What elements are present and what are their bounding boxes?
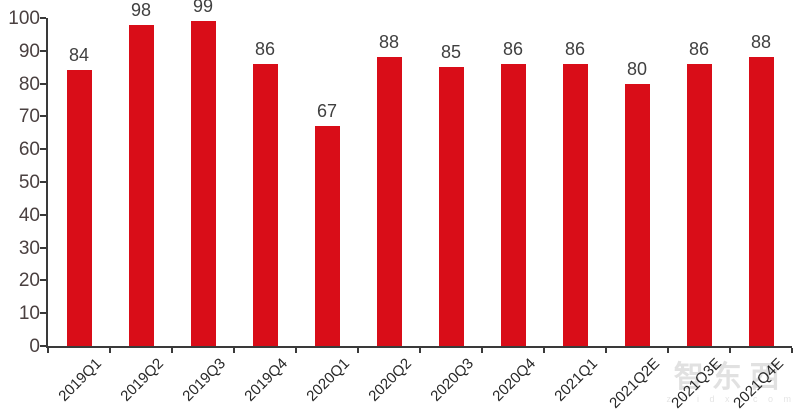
y-axis-tick (40, 213, 46, 216)
y-axis-tick (40, 312, 46, 315)
bar (190, 21, 216, 346)
bar-value-label: 98 (130, 0, 152, 20)
x-axis-tick (47, 348, 49, 353)
y-axis-tick (40, 246, 46, 249)
x-axis-tick-label: 2020Q4 (489, 355, 540, 405)
bar (500, 63, 526, 346)
x-axis-tick (791, 348, 793, 353)
y-axis-tick-label: 60 (18, 139, 40, 161)
bar (624, 83, 650, 346)
bar-value-label: 86 (502, 38, 524, 59)
y-axis-tick-label: 30 (18, 237, 40, 259)
x-axis-tick (233, 348, 235, 353)
y-axis-tick-label: 50 (18, 172, 40, 193)
bar-value-label: 88 (378, 32, 400, 53)
bar (376, 57, 402, 346)
bar (128, 24, 154, 346)
watermark-logo: 智东西 (673, 361, 788, 394)
watermark: 智东西 z h i d x . c o m (666, 363, 795, 405)
y-axis-tick (40, 181, 46, 183)
x-axis-tick-label: 2019Q4 (241, 355, 292, 405)
y-axis-tick-label: 100 (8, 8, 40, 29)
x-axis-tick-label: 2020Q2 (365, 355, 416, 405)
bar (252, 63, 278, 346)
bar-value-label: 86 (564, 38, 586, 59)
y-axis-tick (40, 49, 46, 52)
bar-value-label: 85 (440, 42, 462, 63)
bar-value-label: 86 (688, 38, 710, 59)
y-axis-tick (40, 279, 46, 282)
y-axis-tick-label: 0 (29, 336, 40, 357)
x-axis-tick (109, 348, 111, 353)
bar (686, 63, 712, 346)
bar-value-label: 84 (68, 45, 90, 66)
bar (748, 57, 774, 346)
x-axis-tick-label: 2019Q1 (55, 355, 106, 405)
y-axis-line (46, 18, 48, 346)
y-axis-tick-label: 10 (18, 303, 40, 325)
x-axis-tick-label: 2019Q3 (179, 355, 230, 405)
x-axis-tick (543, 348, 545, 353)
x-axis-tick-label: 2020Q1 (303, 355, 354, 405)
x-axis-tick (729, 348, 731, 353)
x-axis-tick (171, 348, 173, 353)
x-axis-tick (419, 348, 421, 353)
x-axis-tick (357, 348, 359, 353)
y-axis-tick-label: 20 (18, 270, 40, 292)
y-axis-tick (40, 115, 46, 118)
x-axis-tick (605, 348, 607, 353)
x-axis-tick-label: 2021Q2E (606, 355, 664, 412)
bar-value-label: 88 (750, 32, 772, 53)
x-axis-tick (295, 348, 297, 353)
bar-value-label: 99 (192, 0, 214, 17)
y-axis-tick (40, 148, 46, 151)
x-axis-tick (481, 348, 483, 353)
y-axis-tick-label: 90 (18, 40, 40, 62)
y-axis-tick (40, 82, 46, 85)
y-axis-tick (40, 345, 46, 347)
y-axis-tick-label: 80 (18, 73, 40, 95)
bar-value-label: 80 (626, 58, 648, 79)
x-axis-tick (667, 348, 669, 353)
bar-value-label: 67 (316, 101, 338, 122)
bar (66, 70, 92, 346)
x-axis-tick-label: 2019Q2 (117, 355, 168, 405)
bar (562, 63, 588, 346)
y-axis-tick-label: 70 (18, 106, 40, 128)
bar (314, 126, 340, 346)
y-axis-tick (40, 17, 46, 19)
x-axis-line (46, 346, 792, 348)
x-axis-tick-label: 2020Q3 (427, 355, 478, 405)
watermark-subtext: z h i d x . c o m (666, 394, 795, 404)
x-axis-tick-label: 2021Q1 (551, 355, 602, 405)
y-axis-tick-label: 40 (18, 204, 40, 226)
bar-value-label: 86 (254, 38, 276, 59)
bar (438, 67, 464, 346)
